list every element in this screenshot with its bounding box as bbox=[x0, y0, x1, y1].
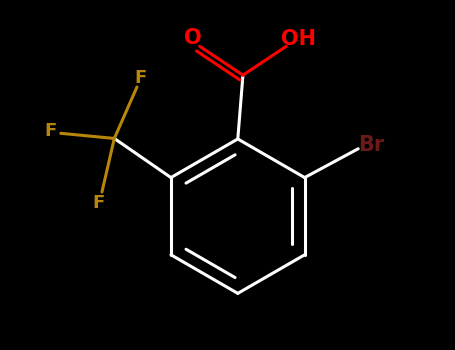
Text: F: F bbox=[93, 194, 105, 212]
Text: F: F bbox=[134, 69, 146, 87]
Text: O: O bbox=[184, 28, 201, 48]
Text: OH: OH bbox=[281, 29, 316, 49]
Text: Br: Br bbox=[359, 135, 384, 155]
Text: F: F bbox=[45, 122, 56, 140]
